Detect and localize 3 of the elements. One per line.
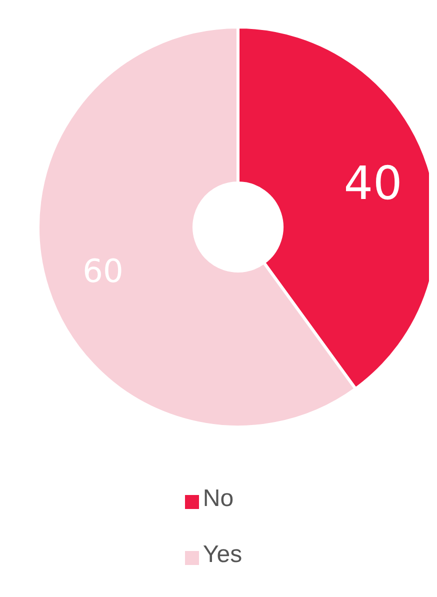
legend-label: Yes [202,541,242,568]
data-label: 40 [344,156,402,210]
legend-label: No [202,485,234,512]
